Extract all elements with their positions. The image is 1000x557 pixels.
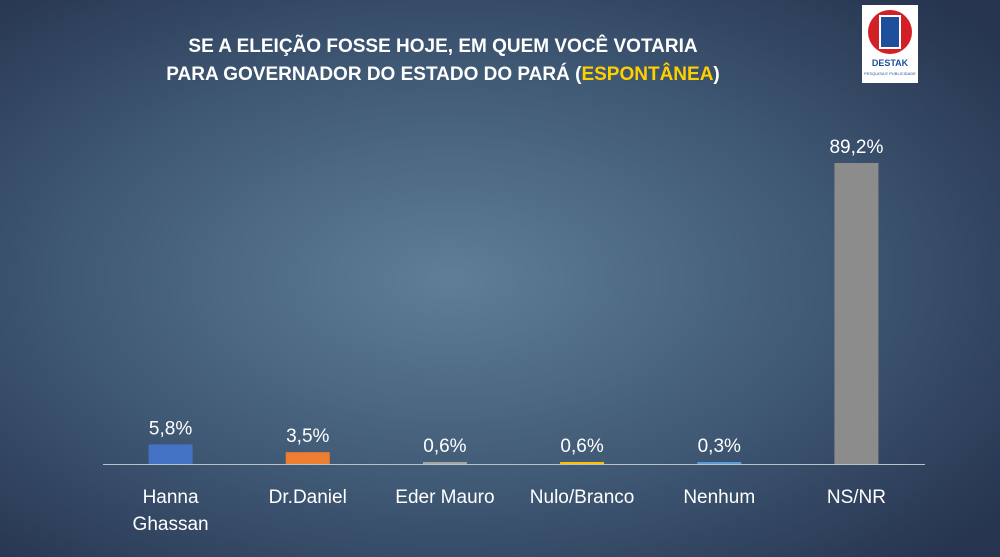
bar — [834, 163, 879, 464]
chart-title: PARA GOVERNADOR DO ESTADO DO PARÁ (ESPON… — [166, 63, 720, 85]
x-tick-label: Dr.Daniel — [269, 487, 347, 508]
x-tick-label: Nulo/Branco — [530, 487, 635, 508]
x-tick-label: Hanna Ghassan — [133, 487, 209, 535]
bar — [148, 444, 193, 464]
value-label: 0,6% — [560, 436, 603, 457]
title-highlight: ESPONTÂNEA — [581, 63, 713, 85]
title-part: ) — [713, 64, 719, 85]
logo: DESTAK PESQUISA E PUBLICIDADE — [862, 5, 918, 83]
bar — [560, 461, 605, 464]
value-label: 5,8% — [149, 418, 192, 439]
logo-name: DESTAK — [872, 58, 909, 68]
x-tick-label: Eder Mauro — [395, 487, 494, 508]
x-tick-label: NS/NR — [827, 487, 886, 508]
title-part: PARA GOVERNADOR DO ESTADO DO PARÁ ( — [166, 63, 582, 85]
bar — [285, 452, 330, 464]
bar — [697, 462, 742, 464]
value-label: 3,5% — [286, 426, 329, 447]
chart-title: SE A ELEIÇÃO FOSSE HOJE, EM QUEM VOCÊ VO… — [188, 35, 697, 57]
value-label: 0,3% — [698, 436, 741, 457]
value-label: 0,6% — [423, 436, 466, 457]
value-label: 89,2% — [829, 137, 883, 158]
bar — [422, 461, 467, 464]
x-tick-label: Nenhum — [683, 487, 755, 508]
logo-tagline: PESQUISA E PUBLICIDADE — [864, 71, 916, 76]
